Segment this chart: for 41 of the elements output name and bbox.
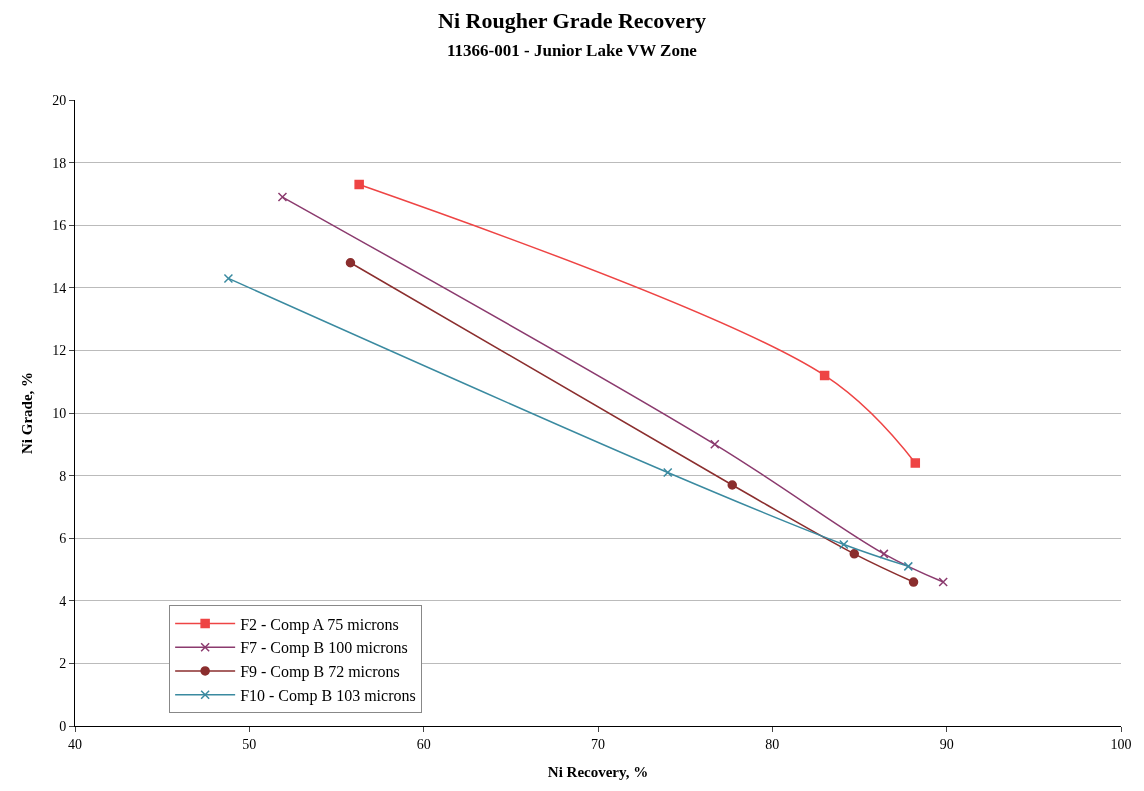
legend-label: F2 - Comp A 75 microns — [240, 615, 399, 634]
y-tick-label: 2 — [59, 656, 67, 672]
point — [910, 458, 921, 468]
point — [662, 467, 673, 478]
point — [223, 273, 234, 284]
point — [938, 577, 948, 587]
x-tick-label: 70 — [591, 736, 605, 752]
point — [908, 577, 919, 587]
chart-subtitle: 11366-001 - Junior Lake VW Zone — [447, 41, 698, 61]
x-tick-label: 90 — [939, 736, 954, 752]
y-tick-label: 16 — [52, 218, 67, 234]
point — [277, 192, 288, 202]
y-tick-label: 0 — [59, 718, 67, 734]
y-tick-label: 8 — [59, 468, 67, 484]
chart-title: Ni Rougher Grade Recovery — [438, 7, 706, 33]
point — [839, 539, 849, 550]
point — [903, 561, 914, 572]
y-tick-label: 6 — [59, 531, 67, 547]
x-tick-label: 100 — [1110, 736, 1132, 752]
y-tick-label: 4 — [59, 593, 67, 609]
y-tick-label: 14 — [52, 280, 67, 296]
y-tick-label: 12 — [52, 343, 67, 359]
legend-label: F9 - Comp B 72 microns — [240, 663, 400, 682]
legend-label: F10 - Comp B 103 microns — [240, 687, 416, 706]
point — [879, 549, 889, 559]
point — [710, 439, 720, 450]
x-axis-title: Ni Recovery, % — [547, 763, 649, 780]
point — [354, 179, 364, 190]
point — [849, 549, 860, 559]
y-tick-label: 10 — [52, 405, 67, 421]
y-axis-title: Ni Grade, % — [19, 371, 36, 455]
x-tick-label: 50 — [242, 736, 257, 752]
x-tick-label: 40 — [68, 736, 82, 752]
x-tick-label: 80 — [765, 736, 780, 752]
point — [819, 370, 830, 381]
y-tick-label: 20 — [52, 92, 67, 108]
point — [345, 258, 356, 268]
legend-label: F7 - Comp B 100 microns — [240, 639, 408, 658]
x-tick-label: 60 — [416, 736, 431, 752]
y-tick-label: 18 — [52, 155, 67, 171]
point — [727, 480, 737, 490]
